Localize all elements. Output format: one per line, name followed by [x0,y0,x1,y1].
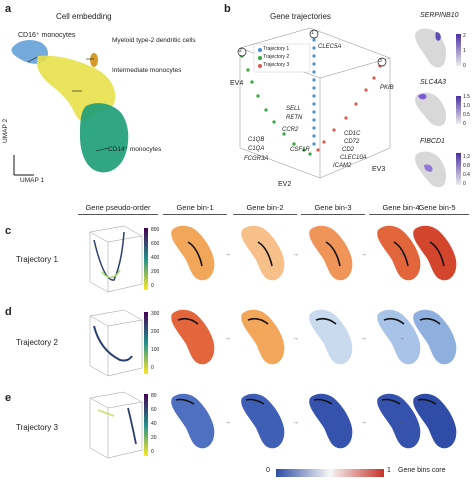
label-cd16-monocytes: CD16⁺ monocytes [18,32,76,39]
marker-1: 1 [311,30,314,36]
gene-pkib: PKIB [380,85,394,91]
panel-a-letter: a [5,3,12,15]
svg-text:→: → [360,335,367,342]
inset-serpinb10-tick-1: 1 [463,48,466,54]
panel-b-title: Gene trajectories [270,12,331,21]
row-c-tick-0: 800 [151,227,160,233]
gene-bin-umap-grid: → → → → → → → → → → → → [171,225,457,449]
header-gene-bin-1: Gene bin-1 [163,203,227,215]
header-gene-bin-3: Gene bin-3 [301,203,365,215]
gene-icam2: ICAM2 [333,163,352,169]
svg-text:→: → [360,251,367,258]
row-d-tick-3: 0 [151,365,154,371]
inset-slc4a3-tick-0: 0 [463,121,466,127]
label-myeloid-dc: Myeloid type-2 dendritic cells [112,37,196,44]
header-gene-pseudo-order: Gene pseudo-order [78,203,158,215]
inset-slc4a3-tick-3: 1.5 [463,94,470,100]
svg-text:→: → [292,251,299,258]
panel-a-title: Cell embedding [56,12,112,21]
legend-trajectory-2: Trajectory 2 [263,54,290,60]
row-e-tick-3: 20 [151,435,157,441]
legend-trajectory-3: Trajectory 3 [263,62,290,68]
inset-gene-serpinb10: SERPINB10 [420,12,459,19]
inset-gene-slc4a3: SLC4A3 [420,79,447,86]
gene-cd72: CD72 [344,139,360,145]
row-d-tick-0: 300 [151,311,160,317]
gene-clec10a: CLEC10A [340,155,367,161]
header-gene-bin-5: Gene bin-5 [405,203,469,215]
row-c-tick-1: 600 [151,241,160,247]
cell-embedding-umap [11,40,129,176]
svg-text:→: → [292,419,299,426]
gene-cd1c: CD1C [344,131,361,137]
gene-sell: SELL [286,106,301,112]
row-c-tick-3: 200 [151,269,160,275]
svg-text:→: → [224,251,231,258]
umap1-label: UMAP 1 [20,177,45,184]
inset-gene-fibcd1: FIBCD1 [420,138,445,145]
svg-text:→: → [224,419,231,426]
inset-serpinb10-tick-0: 0 [463,63,466,69]
gene-c1qa: C1QA [248,146,265,152]
inset-fibcd1-tick-2: 0.8 [463,163,470,169]
gene-clec5a: CLEC5A [318,44,342,50]
panel-b-letter: b [224,3,231,15]
label-cd14-monocytes: CD14⁺ monocytes [108,146,162,153]
inset-slc4a3-tick-1: 0.5 [463,112,470,118]
colorbar-label: Gene bins core [398,467,446,474]
gene-retn: RETN [286,115,303,121]
umap2-label: UMAP 2 [2,118,9,143]
row-c-tick-2: 400 [151,255,160,261]
row-c-tick-4: 0 [151,283,154,289]
marker-2: 2 [239,48,242,54]
row-c-pseudo-order-plot [89,225,148,293]
gene-ccr2: CCR2 [282,127,299,133]
marker-3: 3 [379,58,382,64]
row-e-pseudo-order-plot [89,391,148,459]
inset-slc4a3-plot [415,92,461,127]
svg-text:→: → [398,335,405,342]
inset-serpinb10-tick-2: 2 [463,33,466,39]
label-intermediate-monocytes: Intermediate monocytes [112,67,182,74]
header-gene-bin-4: Gene bin-4 [369,203,433,215]
svg-text:→: → [360,419,367,426]
inset-serpinb10-plot [415,28,461,68]
gene-cd2: CD2 [342,147,355,153]
inset-fibcd1-tick-1: 0.4 [463,172,470,178]
header-gene-bin-2: Gene bin-2 [233,203,297,215]
svg-text:→: → [292,335,299,342]
inset-fibcd1-plot [415,151,461,188]
row-d-label: Trajectory 2 [16,338,58,347]
row-d-tick-2: 100 [151,347,160,353]
gene-fcgr3a: FCGR3A [244,156,269,162]
svg-text:→: → [398,419,405,426]
row-e-tick-1: 60 [151,407,157,413]
axis-ev2: EV2 [278,181,292,188]
panel-e-letter: e [5,392,12,404]
panel-c-letter: c [5,225,12,237]
inset-slc4a3-tick-2: 1.0 [463,103,470,109]
panel-d-letter: d [5,306,12,318]
svg-text:→: → [398,251,405,258]
row-d-tick-1: 200 [151,329,160,335]
gene-csf1r: CSF1R [290,147,310,153]
row-c-label: Trajectory 1 [16,255,58,264]
row-d-pseudo-order-plot [89,309,148,377]
colorbar-min: 0 [266,467,270,474]
inset-fibcd1-tick-3: 1.2 [463,154,470,160]
axis-ev4: EV4 [230,80,244,87]
svg-text:→: → [224,335,231,342]
row-e-tick-2: 40 [151,421,157,427]
row-e-tick-4: 0 [151,449,154,455]
row-e-tick-0: 80 [151,393,157,399]
gene-bin-colorbar [276,469,384,477]
gene-trajectories-3d-plot [237,27,391,179]
legend-trajectory-1: Trajectory 1 [263,46,290,52]
axis-ev3: EV3 [372,166,386,173]
inset-fibcd1-tick-0: 0 [463,181,466,187]
row-e-label: Trajectory 3 [16,423,58,432]
gene-c1qb: C1QB [248,137,265,143]
colorbar-max: 1 [387,467,391,474]
